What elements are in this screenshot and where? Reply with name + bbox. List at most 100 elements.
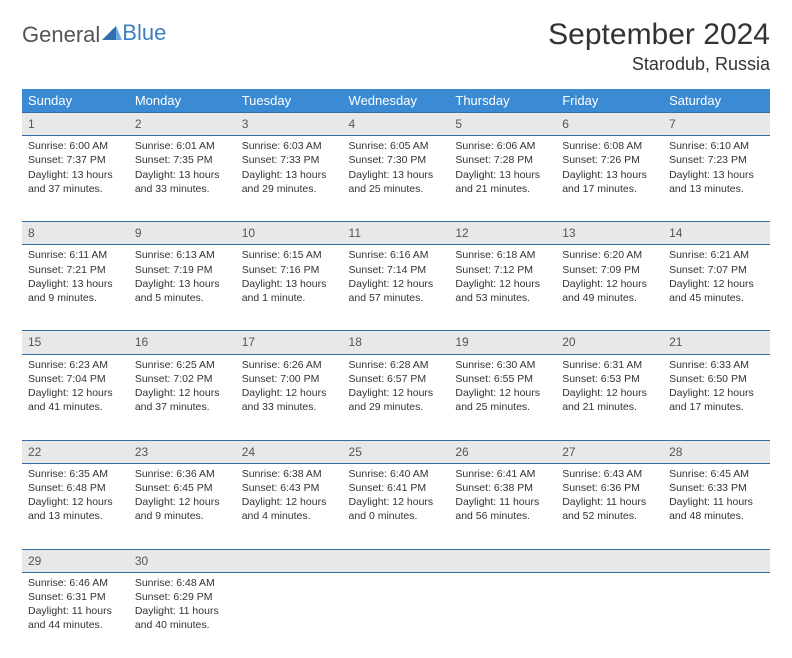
- sunrise-text: Sunrise: 6:30 AM: [455, 358, 550, 372]
- col-wednesday: Wednesday: [343, 89, 450, 113]
- daylight-text-2: and 56 minutes.: [455, 509, 550, 523]
- daylight-text-2: and 44 minutes.: [28, 618, 123, 632]
- day-cell: Sunrise: 6:16 AMSunset: 7:14 PMDaylight:…: [343, 245, 450, 331]
- day-number: 29: [22, 549, 129, 572]
- daylight-text-2: and 21 minutes.: [562, 400, 657, 414]
- day-cell: Sunrise: 6:10 AMSunset: 7:23 PMDaylight:…: [663, 136, 770, 222]
- sunset-text: Sunset: 6:55 PM: [455, 372, 550, 386]
- day-cell: Sunrise: 6:46 AMSunset: 6:31 PMDaylight:…: [22, 572, 129, 658]
- daylight-text-2: and 0 minutes.: [349, 509, 444, 523]
- sunset-text: Sunset: 7:07 PM: [669, 263, 764, 277]
- day-cell: Sunrise: 6:45 AMSunset: 6:33 PMDaylight:…: [663, 463, 770, 549]
- daylight-text-2: and 21 minutes.: [455, 182, 550, 196]
- sunrise-text: Sunrise: 6:01 AM: [135, 139, 230, 153]
- sunset-text: Sunset: 7:28 PM: [455, 153, 550, 167]
- sunset-text: Sunset: 6:50 PM: [669, 372, 764, 386]
- daylight-text-2: and 52 minutes.: [562, 509, 657, 523]
- daynum-row: 2930: [22, 549, 770, 572]
- daylight-text-1: Daylight: 13 hours: [669, 168, 764, 182]
- sunset-text: Sunset: 6:41 PM: [349, 481, 444, 495]
- day-cell: [343, 572, 450, 658]
- day-number: 7: [663, 113, 770, 136]
- calendar-table: Sunday Monday Tuesday Wednesday Thursday…: [22, 89, 770, 658]
- day-cell: [449, 572, 556, 658]
- daylight-text-1: Daylight: 13 hours: [135, 168, 230, 182]
- daylight-text-2: and 9 minutes.: [135, 509, 230, 523]
- day-number: 11: [343, 222, 450, 245]
- daylight-text-1: Daylight: 12 hours: [135, 495, 230, 509]
- col-monday: Monday: [129, 89, 236, 113]
- location: Starodub, Russia: [548, 54, 770, 75]
- sunrise-text: Sunrise: 6:43 AM: [562, 467, 657, 481]
- day-cell: Sunrise: 6:15 AMSunset: 7:16 PMDaylight:…: [236, 245, 343, 331]
- day-number: [236, 549, 343, 572]
- col-saturday: Saturday: [663, 89, 770, 113]
- day-cell: Sunrise: 6:25 AMSunset: 7:02 PMDaylight:…: [129, 354, 236, 440]
- day-number: 23: [129, 440, 236, 463]
- daylight-text-1: Daylight: 13 hours: [562, 168, 657, 182]
- week-row: Sunrise: 6:00 AMSunset: 7:37 PMDaylight:…: [22, 136, 770, 222]
- sail-icon: [102, 22, 122, 48]
- sunrise-text: Sunrise: 6:10 AM: [669, 139, 764, 153]
- daylight-text-1: Daylight: 13 hours: [28, 277, 123, 291]
- daylight-text-1: Daylight: 12 hours: [349, 386, 444, 400]
- day-cell: Sunrise: 6:31 AMSunset: 6:53 PMDaylight:…: [556, 354, 663, 440]
- sunset-text: Sunset: 6:38 PM: [455, 481, 550, 495]
- sunset-text: Sunset: 7:02 PM: [135, 372, 230, 386]
- sunset-text: Sunset: 7:09 PM: [562, 263, 657, 277]
- col-thursday: Thursday: [449, 89, 556, 113]
- daylight-text-2: and 48 minutes.: [669, 509, 764, 523]
- day-number: 5: [449, 113, 556, 136]
- daylight-text-2: and 4 minutes.: [242, 509, 337, 523]
- daylight-text-1: Daylight: 13 hours: [135, 277, 230, 291]
- daylight-text-1: Daylight: 12 hours: [349, 277, 444, 291]
- day-number: [449, 549, 556, 572]
- daylight-text-2: and 29 minutes.: [349, 400, 444, 414]
- sunset-text: Sunset: 6:57 PM: [349, 372, 444, 386]
- daylight-text-2: and 37 minutes.: [135, 400, 230, 414]
- daylight-text-2: and 9 minutes.: [28, 291, 123, 305]
- sunrise-text: Sunrise: 6:18 AM: [455, 248, 550, 262]
- day-cell: Sunrise: 6:26 AMSunset: 7:00 PMDaylight:…: [236, 354, 343, 440]
- sunrise-text: Sunrise: 6:36 AM: [135, 467, 230, 481]
- week-row: Sunrise: 6:11 AMSunset: 7:21 PMDaylight:…: [22, 245, 770, 331]
- title-block: September 2024 Starodub, Russia: [548, 18, 770, 75]
- sunset-text: Sunset: 7:12 PM: [455, 263, 550, 277]
- daylight-text-1: Daylight: 13 hours: [242, 168, 337, 182]
- day-number: 8: [22, 222, 129, 245]
- day-number: 12: [449, 222, 556, 245]
- daylight-text-1: Daylight: 12 hours: [242, 495, 337, 509]
- day-cell: Sunrise: 6:13 AMSunset: 7:19 PMDaylight:…: [129, 245, 236, 331]
- sunset-text: Sunset: 7:23 PM: [669, 153, 764, 167]
- day-number: 3: [236, 113, 343, 136]
- daylight-text-1: Daylight: 12 hours: [28, 495, 123, 509]
- sunset-text: Sunset: 6:43 PM: [242, 481, 337, 495]
- sunset-text: Sunset: 6:36 PM: [562, 481, 657, 495]
- day-number: 26: [449, 440, 556, 463]
- sunrise-text: Sunrise: 6:33 AM: [669, 358, 764, 372]
- week-row: Sunrise: 6:23 AMSunset: 7:04 PMDaylight:…: [22, 354, 770, 440]
- day-cell: Sunrise: 6:08 AMSunset: 7:26 PMDaylight:…: [556, 136, 663, 222]
- day-number: 22: [22, 440, 129, 463]
- daylight-text-1: Daylight: 13 hours: [28, 168, 123, 182]
- day-number: 13: [556, 222, 663, 245]
- day-number: 24: [236, 440, 343, 463]
- daylight-text-2: and 1 minute.: [242, 291, 337, 305]
- day-cell: Sunrise: 6:40 AMSunset: 6:41 PMDaylight:…: [343, 463, 450, 549]
- day-cell: Sunrise: 6:11 AMSunset: 7:21 PMDaylight:…: [22, 245, 129, 331]
- daylight-text-2: and 37 minutes.: [28, 182, 123, 196]
- sunrise-text: Sunrise: 6:16 AM: [349, 248, 444, 262]
- brand-logo: General Blue: [22, 18, 166, 48]
- day-number: 1: [22, 113, 129, 136]
- day-cell: Sunrise: 6:01 AMSunset: 7:35 PMDaylight:…: [129, 136, 236, 222]
- sunset-text: Sunset: 6:45 PM: [135, 481, 230, 495]
- day-cell: Sunrise: 6:21 AMSunset: 7:07 PMDaylight:…: [663, 245, 770, 331]
- day-cell: Sunrise: 6:00 AMSunset: 7:37 PMDaylight:…: [22, 136, 129, 222]
- daylight-text-1: Daylight: 12 hours: [135, 386, 230, 400]
- month-title: September 2024: [548, 18, 770, 52]
- daylight-text-1: Daylight: 12 hours: [28, 386, 123, 400]
- day-number: 2: [129, 113, 236, 136]
- day-number: 30: [129, 549, 236, 572]
- day-cell: Sunrise: 6:48 AMSunset: 6:29 PMDaylight:…: [129, 572, 236, 658]
- daylight-text-1: Daylight: 12 hours: [455, 386, 550, 400]
